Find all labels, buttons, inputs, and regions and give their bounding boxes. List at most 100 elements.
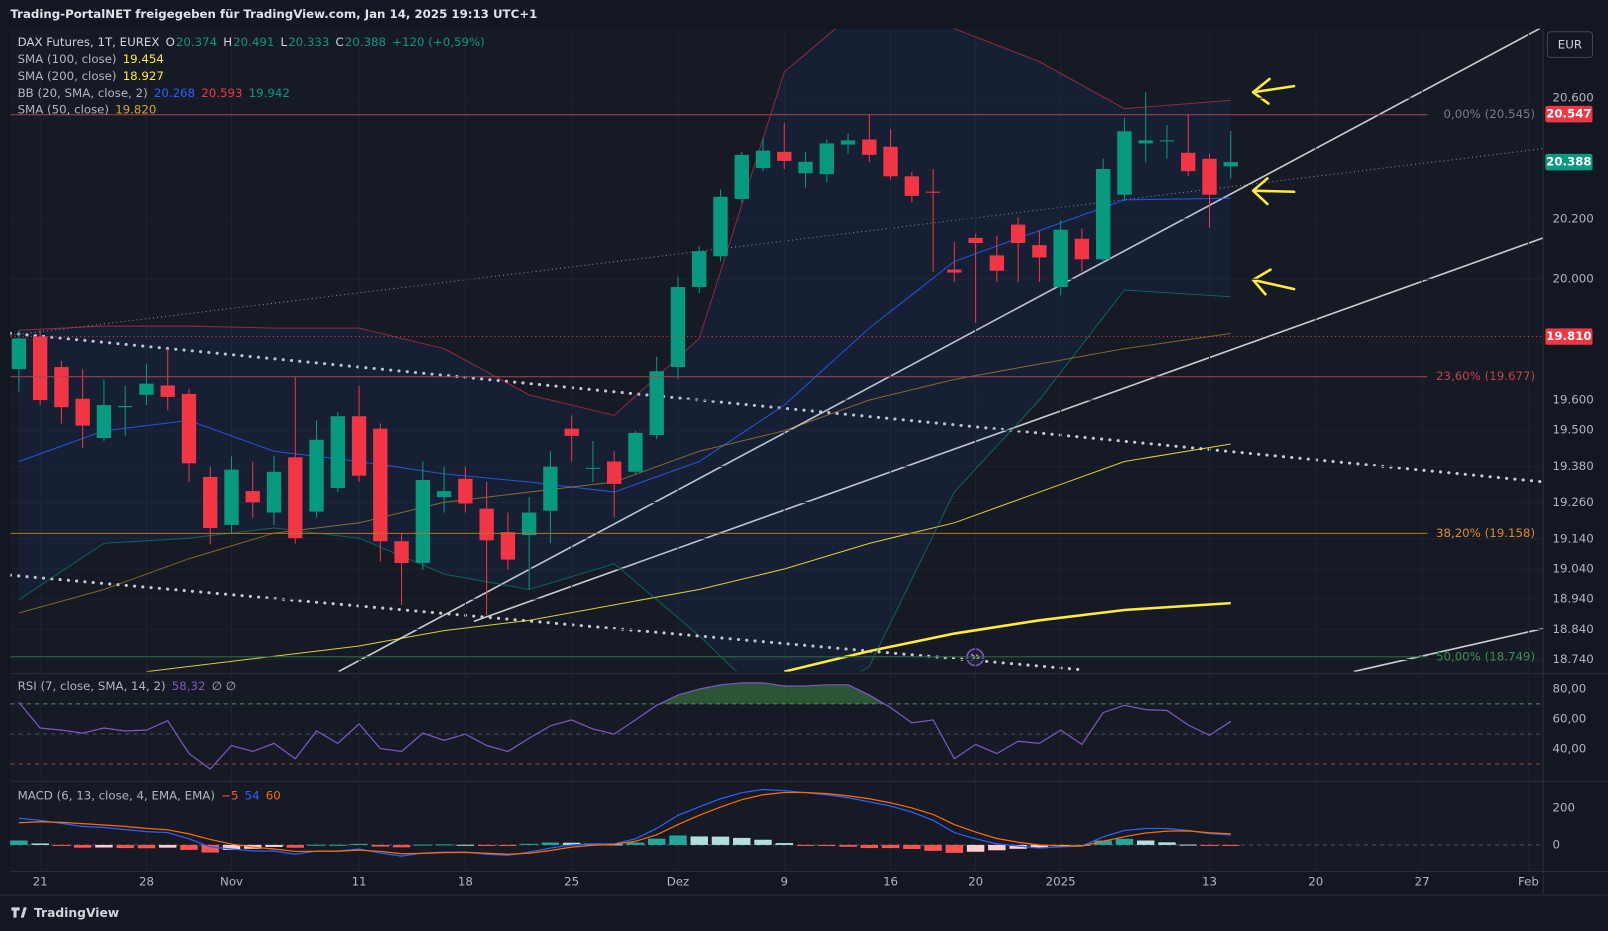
macd-histogram-bar xyxy=(754,839,772,845)
candle-body xyxy=(330,416,345,489)
x-tick-label: Dez xyxy=(667,874,690,888)
price-tag xyxy=(1545,105,1593,123)
legend-text: 19.820 xyxy=(115,102,156,116)
candle-body xyxy=(585,467,601,469)
legend-text: 54 xyxy=(245,788,260,802)
macd-histogram-bar xyxy=(1222,844,1240,846)
price-tag xyxy=(1545,153,1593,171)
macd-line xyxy=(18,788,1231,857)
legend-text: 20.374 xyxy=(176,35,217,49)
macd-histogram-bar xyxy=(1009,844,1027,849)
brand-icon xyxy=(11,907,27,918)
price-tag-label: 20.547 xyxy=(1546,107,1591,121)
indicator-line xyxy=(18,289,1231,672)
macd-histogram-bar xyxy=(456,844,475,846)
legend-row: RSI (7, close, SMA, 14, 2) 58,32 ∅ ∅ xyxy=(18,678,236,692)
macd-histogram-bar xyxy=(10,840,28,845)
macd-histogram-bar xyxy=(73,844,92,848)
candle-body xyxy=(139,383,154,395)
legend-text: L xyxy=(281,35,288,49)
legend-row: DAX Futures, 1T, EUREX O20.374 H20.491 L20.… xyxy=(18,35,485,49)
chart-area xyxy=(10,28,1544,872)
macd-histogram-bar xyxy=(222,844,241,850)
candle-body xyxy=(1095,169,1111,260)
candle-body xyxy=(309,439,324,512)
arrow xyxy=(1251,177,1296,206)
macd-histogram-bar xyxy=(711,836,730,845)
candle-body xyxy=(968,237,983,244)
macd-histogram-bar xyxy=(669,835,687,845)
legend-text: C xyxy=(336,35,344,49)
currency-button[interactable] xyxy=(1546,31,1593,58)
legend-text: H xyxy=(223,35,232,49)
x-tick-label: 20 xyxy=(968,874,983,888)
legend-text: RSI (7, close, SMA, 14, 2) xyxy=(18,678,166,692)
candle-body xyxy=(224,469,239,525)
fib-label: 0,00% (20.545) xyxy=(1443,107,1535,121)
indicator-line xyxy=(18,28,1231,416)
legend-row: MACD (6, 13, close, 4, EMA, EMA) −5 54 60 xyxy=(18,788,281,802)
macd-histogram-bar xyxy=(1158,842,1176,845)
candle-body xyxy=(1074,238,1090,260)
candle-body xyxy=(75,398,90,426)
y-tick-label: 19.140 xyxy=(1552,531,1593,545)
currency-label[interactable]: EUR xyxy=(1558,38,1582,52)
candle-body xyxy=(1032,245,1047,258)
candle-body xyxy=(755,150,771,169)
macd-histogram-bar xyxy=(95,844,113,848)
candle-body xyxy=(1202,158,1217,195)
candle-body xyxy=(521,512,537,536)
price-tag-label: 20.388 xyxy=(1546,155,1591,169)
fib-label: 38,20% (19.158) xyxy=(1436,526,1535,540)
macd-histogram-bar xyxy=(180,844,198,850)
macd-histogram-bar xyxy=(945,844,964,853)
candle-body xyxy=(607,461,622,484)
legend-text: MACD (6, 13, close, 4, EMA, EMA) xyxy=(18,788,215,802)
macd-histogram-bar xyxy=(499,844,517,847)
candle-body xyxy=(245,491,260,503)
rsi-tick-label: 40,00 xyxy=(1552,742,1586,756)
indicator-line xyxy=(784,601,1231,672)
candle-body xyxy=(670,287,686,368)
macd-histogram-bar xyxy=(988,844,1006,851)
dotted-line xyxy=(10,331,1544,484)
legend-text: BB (20, SMA, close, 2) xyxy=(18,85,148,99)
main-plot xyxy=(11,28,1238,672)
macd-histogram-bar xyxy=(796,844,815,846)
candle-body xyxy=(904,176,920,196)
legend-text: SMA (50, close) xyxy=(18,102,109,116)
macd-histogram-bar xyxy=(265,844,283,847)
candle-body xyxy=(543,466,558,511)
x-tick-label: 25 xyxy=(564,874,579,888)
macd-histogram-bar xyxy=(1179,844,1197,846)
candle-body xyxy=(181,393,197,464)
candle-body xyxy=(989,255,1005,271)
candle-body xyxy=(1117,131,1132,195)
macd-histogram-bar xyxy=(520,843,538,845)
candle-body xyxy=(1181,152,1196,172)
y-tick-label: 20.200 xyxy=(1552,211,1593,225)
macd-histogram-bar xyxy=(860,844,879,849)
y-tick-label: 18.840 xyxy=(1552,622,1593,636)
candle-body xyxy=(160,385,175,397)
rsi-tick-label: 60,00 xyxy=(1552,711,1586,725)
macd-histogram-bar xyxy=(626,842,645,845)
y-tick-label: 18.940 xyxy=(1552,592,1593,606)
y-tick-label: 19.500 xyxy=(1552,423,1593,437)
signal-line xyxy=(18,791,1231,855)
screenshot-title: Trading-PortalNET freigegeben für Tradin… xyxy=(10,7,537,21)
macd-histogram-bar xyxy=(775,843,793,845)
legend-text: O xyxy=(166,35,175,49)
candle-body xyxy=(883,146,898,177)
x-tick-label: 11 xyxy=(352,874,367,888)
trend-line xyxy=(473,237,1544,623)
macd-histogram-bar xyxy=(733,837,751,845)
candle-body xyxy=(351,416,367,476)
candle-body xyxy=(777,151,792,161)
y-tick-label: 19.380 xyxy=(1552,459,1593,473)
legend-row: SMA (200, close) 18.927 xyxy=(18,68,164,82)
legend-text: 18.927 xyxy=(123,68,164,82)
macd-histogram-bar xyxy=(1094,840,1112,845)
legend-text: +120 (+0,59%) xyxy=(392,35,485,49)
